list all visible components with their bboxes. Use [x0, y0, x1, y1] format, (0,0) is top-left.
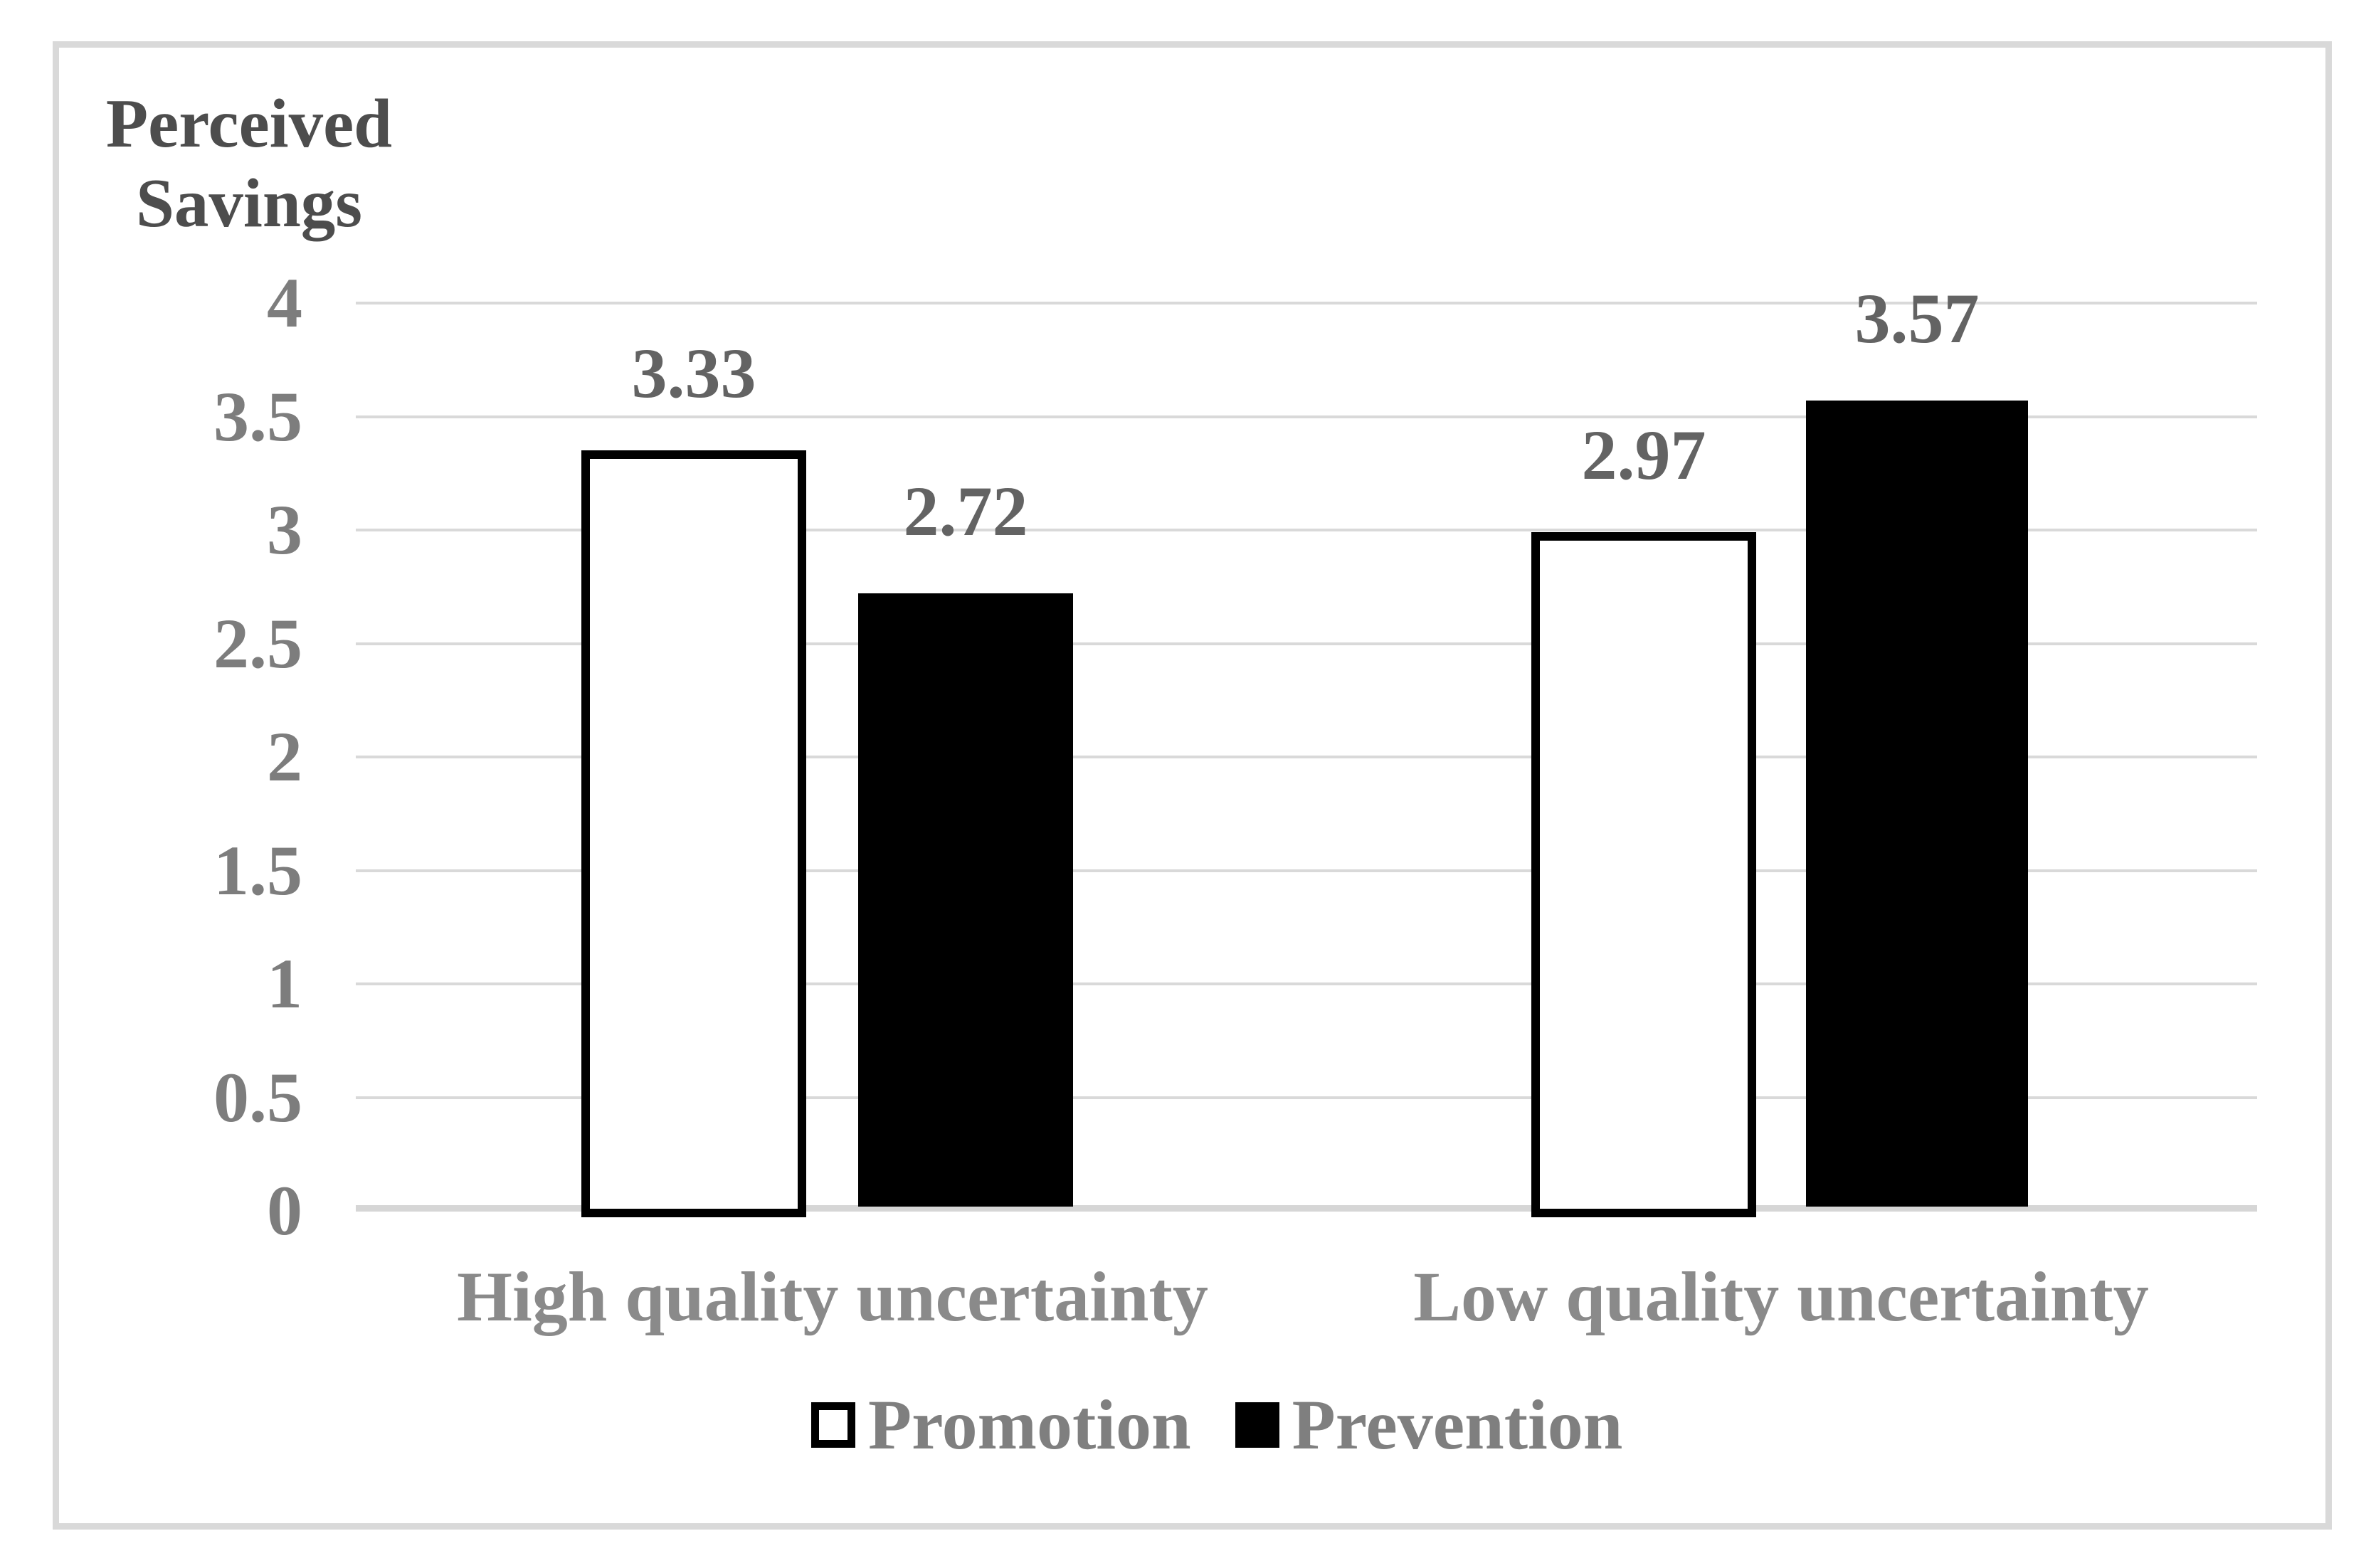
- x-axis-label-high-quality: High quality uncertainty: [457, 1257, 1208, 1336]
- legend-swatch-promotion: [811, 1402, 855, 1448]
- x-axis-label-low-quality: Low quality uncertainty: [1413, 1257, 2149, 1336]
- y-axis-tick-2-5: 2.5: [213, 604, 302, 683]
- gridline-0-5: [356, 1096, 2257, 1099]
- y-axis-tick-1: 1: [267, 944, 302, 1023]
- y-axis-title-line1: Perceived: [105, 85, 393, 161]
- gridline-2-5: [356, 642, 2257, 645]
- y-axis-tick-0: 0: [267, 1171, 302, 1250]
- bar-prevention-low-quality: [1806, 401, 2028, 1207]
- y-axis-tick-3: 3: [267, 490, 302, 569]
- x-axis-line: [356, 1205, 2257, 1212]
- bar-value-label-prevention-low: 3.57: [1854, 279, 1980, 359]
- y-axis-tick-2: 2: [267, 717, 302, 796]
- gridline-1-5: [356, 869, 2257, 872]
- y-axis-tick-1-5: 1.5: [213, 831, 302, 910]
- y-axis-title: Perceived Savings: [78, 84, 420, 243]
- bar-value-label-prevention-high: 2.72: [903, 472, 1028, 551]
- bar-promotion-high-quality: [581, 450, 806, 1217]
- gridline-1: [356, 982, 2257, 985]
- bar-value-label-promotion-low: 2.97: [1581, 415, 1706, 494]
- y-axis-tick-0-5: 0.5: [213, 1058, 302, 1137]
- legend-swatch-prevention: [1235, 1402, 1279, 1448]
- bar-value-label-promotion-high: 3.33: [631, 333, 756, 413]
- y-axis-title-line2: Savings: [135, 165, 363, 241]
- y-axis-tick-4: 4: [267, 263, 302, 342]
- bar-prevention-high-quality: [858, 593, 1073, 1207]
- legend-label-prevention: Prevention: [1292, 1385, 1623, 1464]
- gridline-4: [356, 302, 2257, 304]
- y-axis-tick-3-5: 3.5: [213, 377, 302, 456]
- gridline-3: [356, 529, 2257, 531]
- legend: Promotion Prevention: [811, 1386, 1622, 1464]
- gridline-3-5: [356, 415, 2257, 418]
- bar-promotion-low-quality: [1531, 531, 1756, 1217]
- gridline-2: [356, 756, 2257, 758]
- legend-label-promotion: Promotion: [868, 1385, 1191, 1464]
